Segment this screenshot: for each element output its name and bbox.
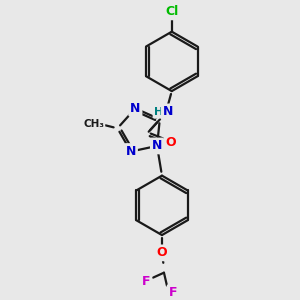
Text: F: F (142, 275, 150, 288)
Text: N: N (152, 140, 162, 152)
Text: O: O (166, 136, 176, 149)
Text: Cl: Cl (165, 5, 178, 18)
Text: H: H (154, 107, 164, 117)
Text: N: N (130, 102, 141, 115)
Text: N: N (126, 145, 136, 158)
Text: CH₃: CH₃ (83, 119, 104, 129)
Text: O: O (157, 246, 167, 260)
Text: N: N (163, 105, 173, 119)
Text: F: F (169, 286, 177, 299)
